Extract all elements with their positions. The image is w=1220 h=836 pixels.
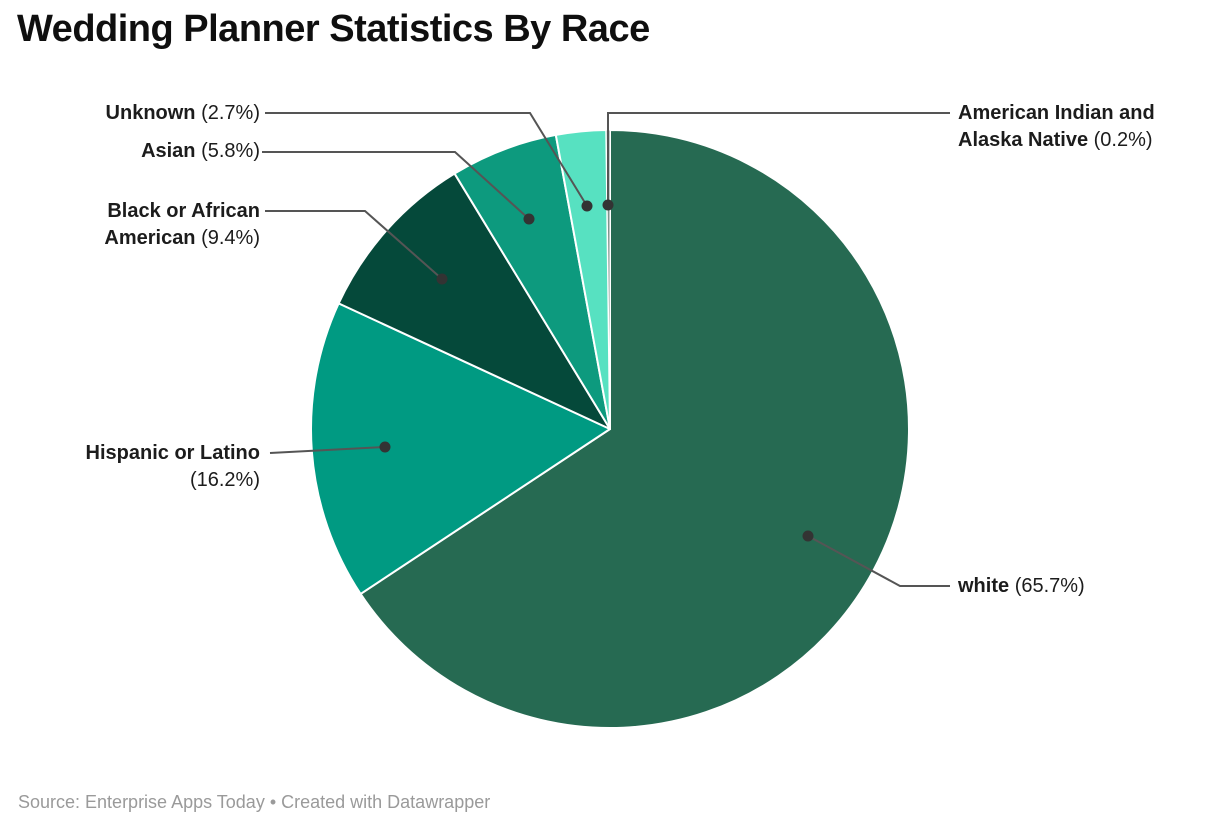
slice-label-name: Unknown [105,102,196,124]
leader-dot-white [802,530,814,542]
slice-label-percent: (2.7%) [201,102,260,124]
slice-label-unknown: Unknown (2.7%) [106,100,260,127]
slice-label-name: American Indian and Alaska Native [958,102,1155,151]
chart-title: Wedding Planner Statistics By Race [17,8,650,50]
leader-dot-unknown [581,200,593,212]
slice-label-name: Hispanic or Latino [85,442,260,464]
slice-label-name: Black or African American [104,200,260,249]
slice-label-american-indian-and-alaska-native: American Indian and Alaska Native (0.2%) [958,100,1198,154]
slice-label-name: white [958,575,1010,597]
leader-line-black-or-african-american [265,210,443,280]
slice-label-name: Asian [141,140,196,162]
slice-label-black-or-african-american: Black or African American (9.4%) [48,198,260,252]
leader-lines-group [262,112,950,587]
leader-line-white [807,535,950,587]
slice-label-percent: (65.7%) [1014,575,1085,597]
leader-line-american-indian-and-alaska-native [607,112,950,205]
slice-label-percent: (5.8%) [201,140,260,162]
slice-label-percent: (16.2%) [189,469,260,491]
leader-dot-asian [523,213,535,225]
slice-label-hispanic-or-latino: Hispanic or Latino (16.2%) [60,440,260,494]
leader-line-hispanic-or-latino [269,446,386,454]
leader-line-asian [262,151,530,220]
slice-label-asian: Asian (5.8%) [141,138,260,165]
slice-label-white: white (65.7%) [958,573,1085,600]
leader-dot-american-indian-and-alaska-native [602,199,614,211]
slice-label-percent: (0.2%) [1093,129,1153,151]
leader-line-unknown [265,112,588,207]
pie-slices-group [310,129,910,729]
leader-dot-hispanic-or-latino [379,441,391,453]
slice-label-percent: (9.4%) [201,227,260,249]
leader-dot-black-or-african-american [436,273,448,285]
source-attribution: Source: Enterprise Apps Today • Created … [18,792,491,812]
